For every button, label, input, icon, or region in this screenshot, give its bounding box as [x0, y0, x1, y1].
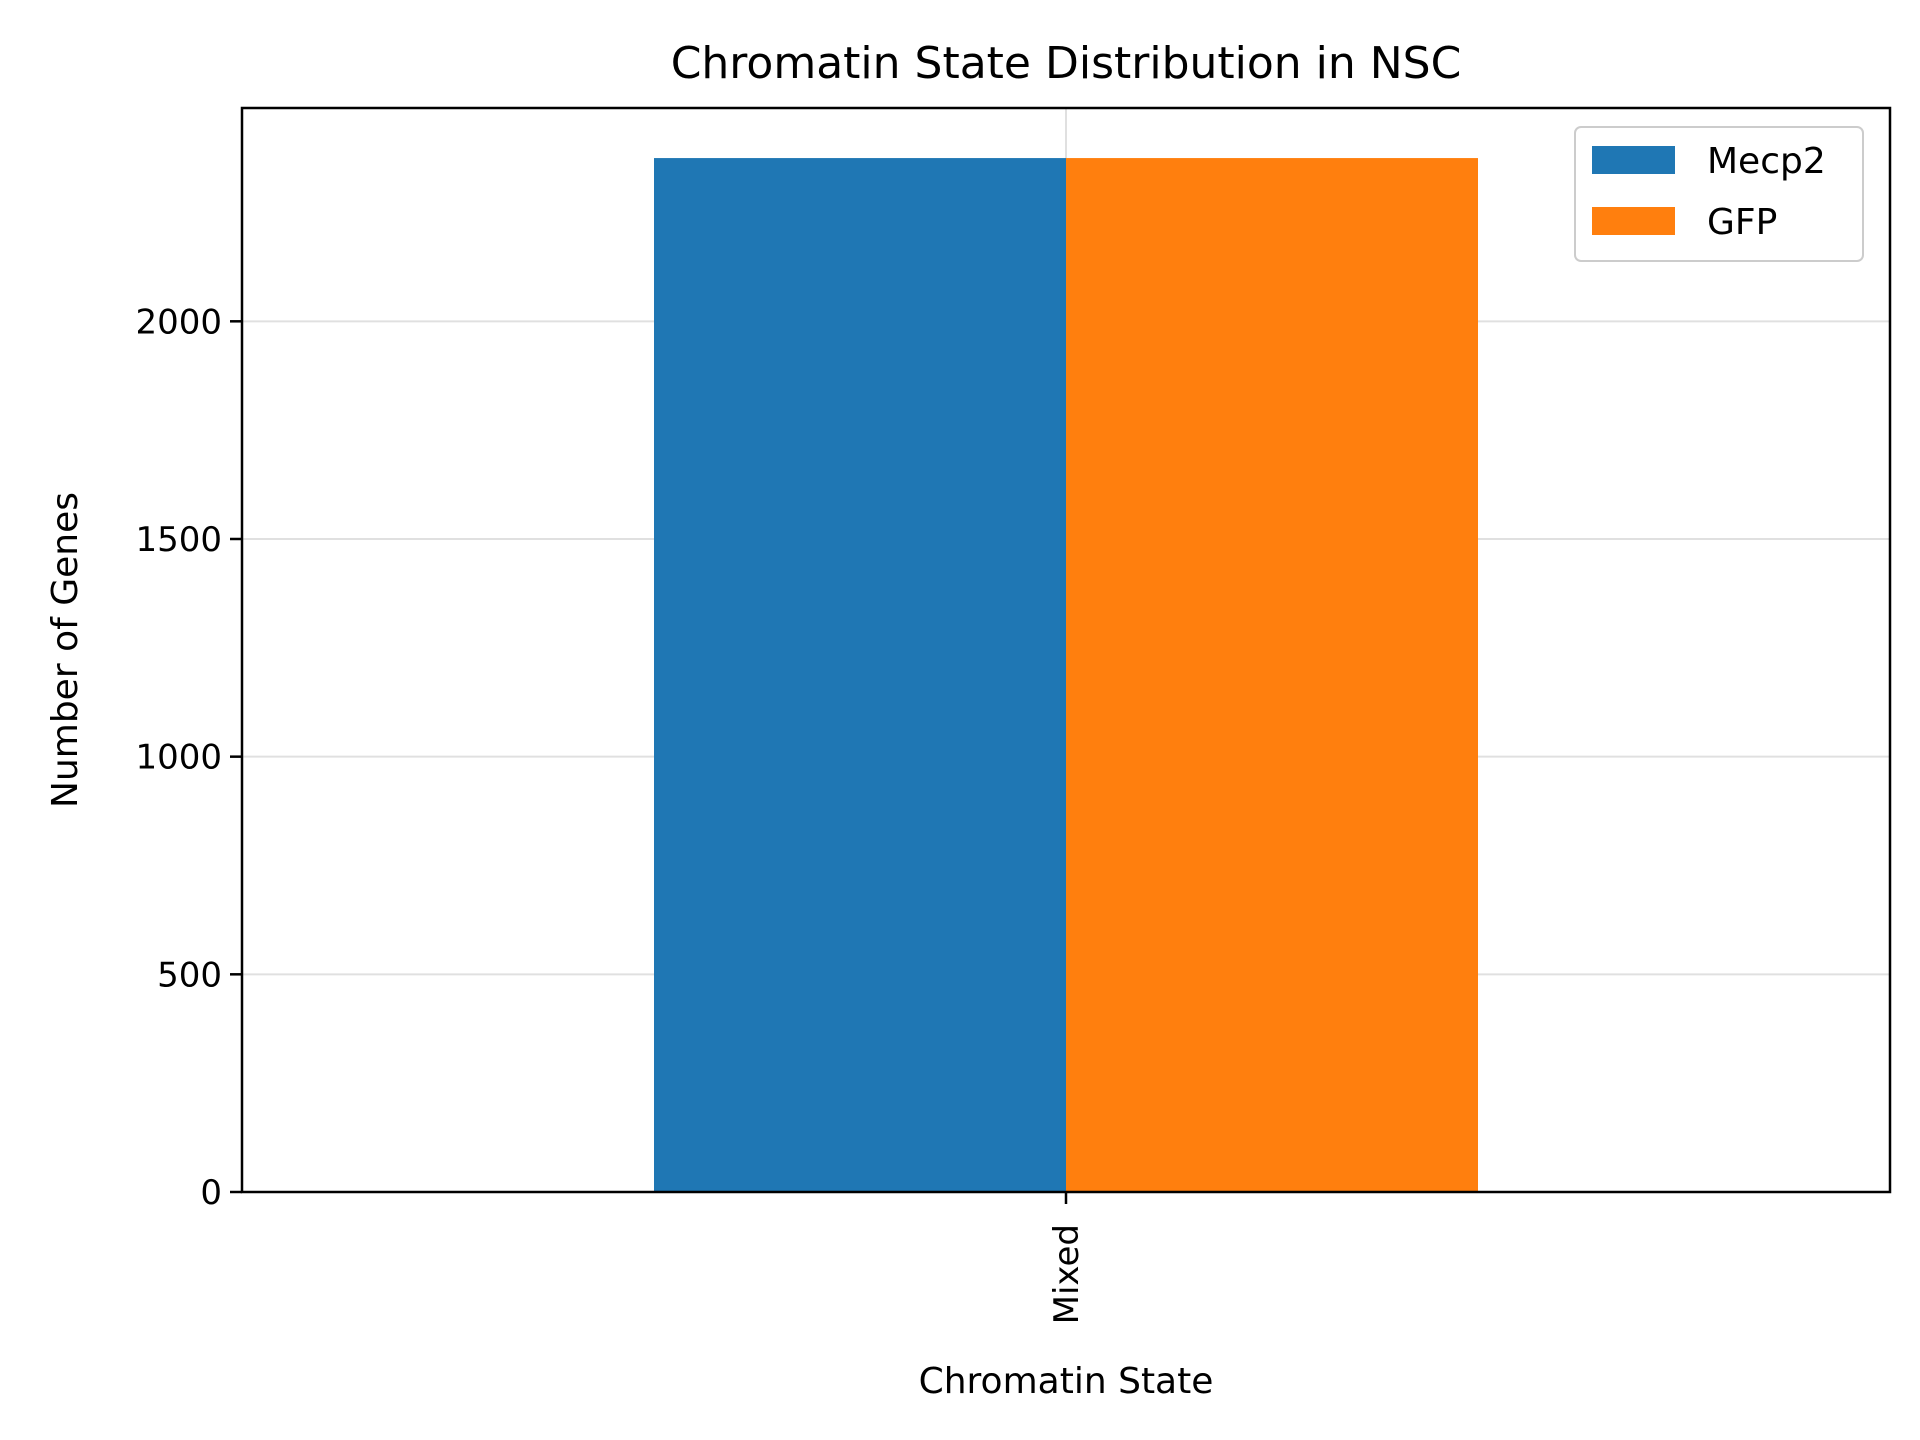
y-axis: 0 500 1000 1500 2000 [135, 302, 242, 1213]
y-tick-label-1: 500 [157, 955, 222, 995]
y-tick-label-4: 2000 [135, 302, 222, 342]
bars-layer [654, 158, 1478, 1193]
bar-mecp2-mixed [654, 158, 1066, 1193]
legend-label-mecp2: Mecp2 [1707, 141, 1826, 182]
bar-gfp-mixed [1066, 158, 1478, 1193]
legend-swatch-gfp [1592, 207, 1675, 235]
legend-label-gfp: GFP [1707, 202, 1777, 243]
y-tick-label-0: 0 [200, 1173, 222, 1213]
y-axis-label: Number of Genes [45, 492, 86, 808]
legend: Mecp2 GFP [1574, 126, 1864, 262]
x-axis: Mixed [1047, 1192, 1087, 1324]
chart-title: Chromatin State Distribution in NSC [671, 38, 1462, 89]
y-tick-label-3: 1500 [135, 520, 222, 560]
x-axis-label: Chromatin State [919, 1361, 1214, 1402]
x-tick-label-0: Mixed [1047, 1224, 1087, 1324]
legend-swatch-mecp2 [1592, 146, 1675, 174]
y-tick-label-2: 1000 [135, 738, 222, 778]
